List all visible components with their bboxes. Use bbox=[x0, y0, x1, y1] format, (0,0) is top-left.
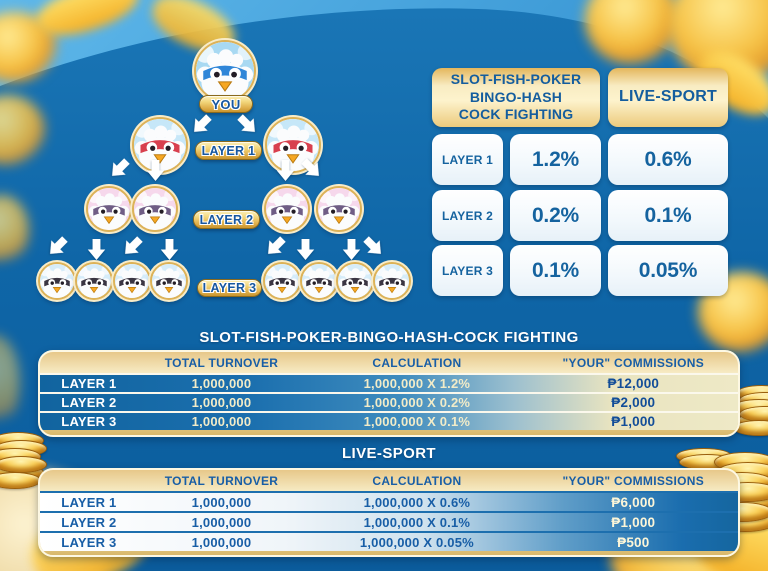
rates-layer2-slot-rate: 0.2% bbox=[510, 190, 601, 241]
layer1-avatar bbox=[132, 117, 188, 173]
rates-layer2-live-rate: 0.1% bbox=[608, 190, 728, 241]
row-turnover: 1,000,000 bbox=[191, 514, 252, 530]
rates-layer1-label: LAYER 1 bbox=[432, 134, 503, 185]
layer1-badge: LAYER 1 bbox=[195, 141, 262, 160]
live-table-header-row: TOTAL TURNOVER CALCULATION "YOUR" COMMIS… bbox=[40, 470, 738, 491]
row-turnover: 1,000,000 bbox=[191, 395, 252, 410]
rates-layer2-label: LAYER 2 bbox=[432, 190, 503, 241]
row-layer-label: LAYER 1 bbox=[61, 376, 117, 391]
table-row: LAYER 3 1,000,000 1,000,000 X 0.1% ₱1,00… bbox=[40, 411, 738, 430]
row-turnover: 1,000,000 bbox=[191, 414, 252, 429]
you-avatar bbox=[194, 40, 256, 102]
rates-header-live: LIVE-SPORT bbox=[608, 68, 728, 127]
header-total-turnover: TOTAL TURNOVER bbox=[164, 355, 279, 370]
row-layer-label: LAYER 2 bbox=[61, 514, 117, 530]
layer3-avatar bbox=[263, 262, 301, 300]
arrow-down-icon bbox=[146, 160, 165, 181]
arrow-down-left-icon bbox=[105, 154, 133, 182]
rates-layer3-label: LAYER 3 bbox=[432, 245, 503, 296]
arrow-down-left-icon bbox=[187, 110, 215, 138]
row-commission: ₱1,000 bbox=[611, 414, 656, 429]
layer2-avatar bbox=[316, 186, 362, 232]
row-calculation: 1,000,000 X 0.1% bbox=[363, 414, 471, 429]
commission-rates-panel: SLOT-FISH-POKER BINGO-HASH COCK FIGHTING… bbox=[432, 68, 728, 296]
row-commission: ₱6,000 bbox=[611, 494, 656, 510]
arrow-down-icon bbox=[87, 239, 106, 260]
rates-header-slot: SLOT-FISH-POKER BINGO-HASH COCK FIGHTING bbox=[432, 68, 600, 127]
layer2-badge: LAYER 2 bbox=[193, 210, 260, 229]
coin-stack bbox=[0, 432, 47, 489]
slot-commission-table: TOTAL TURNOVER CALCULATION "YOUR" COMMIS… bbox=[38, 350, 740, 437]
layer2-avatar bbox=[86, 186, 132, 232]
row-layer-label: LAYER 3 bbox=[61, 414, 117, 429]
layer3-avatar bbox=[38, 262, 76, 300]
header-calculation: CALCULATION bbox=[372, 355, 462, 370]
table-row: LAYER 2 1,000,000 1,000,000 X 0.2% ₱2,00… bbox=[40, 392, 738, 411]
row-calculation: 1,000,000 X 0.6% bbox=[363, 494, 471, 510]
row-turnover: 1,000,000 bbox=[191, 376, 252, 391]
layer3-avatar bbox=[336, 262, 374, 300]
rates-header-slot-line: SLOT-FISH-POKER bbox=[450, 70, 582, 87]
rates-layer3-live-rate: 0.05% bbox=[608, 245, 728, 296]
rates-layer3-slot-rate: 0.1% bbox=[510, 245, 601, 296]
layer2-avatar bbox=[132, 186, 178, 232]
header-your-commissions: "YOUR" COMMISSIONS bbox=[562, 473, 705, 488]
layer2-avatar bbox=[264, 186, 310, 232]
row-commission: ₱2,000 bbox=[611, 395, 656, 410]
table-row: LAYER 3 1,000,000 1,000,000 X 0.05% ₱500 bbox=[40, 531, 738, 551]
arrow-down-icon bbox=[160, 239, 179, 260]
rates-header-slot-line: COCK FIGHTING bbox=[458, 106, 574, 123]
header-your-commissions: "YOUR" COMMISSIONS bbox=[562, 355, 705, 370]
row-turnover: 1,000,000 bbox=[191, 494, 252, 510]
coin-blur-icon bbox=[0, 335, 20, 430]
table-row: LAYER 1 1,000,000 1,000,000 X 0.6% ₱6,00… bbox=[40, 491, 738, 511]
row-calculation: 1,000,000 X 0.05% bbox=[359, 534, 474, 550]
arrow-down-icon bbox=[342, 239, 361, 260]
row-layer-label: LAYER 3 bbox=[61, 534, 117, 550]
layer3-avatar bbox=[150, 262, 188, 300]
layer3-avatar bbox=[300, 262, 338, 300]
table-row: LAYER 1 1,000,000 1,000,000 X 1.2% ₱12,0… bbox=[40, 373, 738, 392]
slot-table-header-row: TOTAL TURNOVER CALCULATION "YOUR" COMMIS… bbox=[40, 352, 738, 373]
rates-layer1-live-rate: 0.6% bbox=[608, 134, 728, 185]
layer3-avatar bbox=[373, 262, 411, 300]
table-row: LAYER 2 1,000,000 1,000,000 X 0.1% ₱1,00… bbox=[40, 511, 738, 531]
layer3-avatar bbox=[113, 262, 151, 300]
row-commission: ₱12,000 bbox=[607, 376, 660, 391]
row-turnover: 1,000,000 bbox=[191, 534, 252, 550]
arrow-down-right-icon bbox=[233, 110, 261, 138]
live-table-title: LIVE-SPORT bbox=[341, 445, 436, 462]
coin-stack bbox=[733, 385, 768, 436]
arrow-down-left-icon bbox=[118, 232, 146, 260]
header-total-turnover: TOTAL TURNOVER bbox=[164, 473, 279, 488]
layer3-avatar bbox=[75, 262, 113, 300]
arrow-down-left-icon bbox=[43, 232, 71, 260]
row-calculation: 1,000,000 X 0.2% bbox=[363, 395, 471, 410]
arrow-down-icon bbox=[276, 160, 295, 181]
row-layer-label: LAYER 1 bbox=[61, 494, 117, 510]
row-calculation: 1,000,000 X 0.1% bbox=[363, 514, 471, 530]
row-commission: ₱1,000 bbox=[611, 514, 656, 530]
arrow-down-right-icon bbox=[359, 232, 387, 260]
row-layer-label: LAYER 2 bbox=[61, 395, 117, 410]
rates-layer1-slot-rate: 1.2% bbox=[510, 134, 601, 185]
row-commission: ₱500 bbox=[617, 534, 650, 550]
rates-header-slot-line: BINGO-HASH bbox=[469, 88, 563, 105]
layer3-badge: LAYER 3 bbox=[197, 279, 262, 297]
arrow-down-left-icon bbox=[261, 232, 289, 260]
you-badge: YOU bbox=[199, 95, 253, 113]
arrow-down-icon bbox=[296, 239, 315, 260]
slot-table-title: SLOT-FISH-POKER-BINGO-HASH-COCK FIGHTING bbox=[199, 329, 579, 346]
live-commission-table: TOTAL TURNOVER CALCULATION "YOUR" COMMIS… bbox=[38, 468, 740, 557]
row-calculation: 1,000,000 X 1.2% bbox=[363, 376, 471, 391]
header-calculation: CALCULATION bbox=[372, 473, 462, 488]
